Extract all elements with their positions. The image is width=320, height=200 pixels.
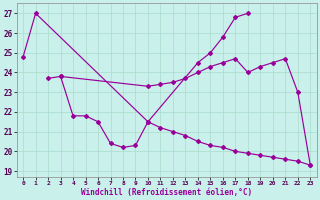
X-axis label: Windchill (Refroidissement éolien,°C): Windchill (Refroidissement éolien,°C) [81, 188, 252, 197]
